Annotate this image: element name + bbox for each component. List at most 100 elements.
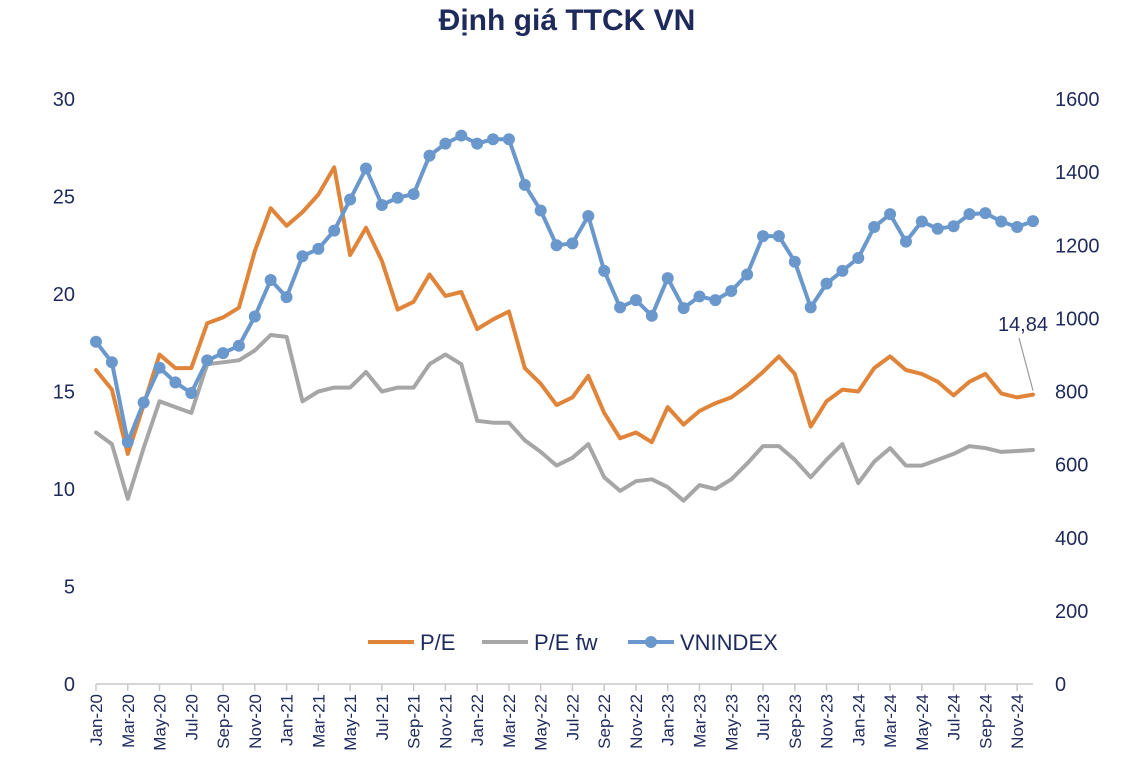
data-point [471,137,484,150]
y-right-tick-label: 1000 [1055,308,1100,330]
data-point [391,191,404,204]
data-point [375,199,388,212]
y-right-tick-label: 200 [1055,601,1088,623]
data-point [153,361,166,374]
data-point [582,210,595,222]
data-point [884,208,897,221]
x-tick-label: May-20 [151,694,170,751]
data-point [804,301,817,314]
legend-label: P/E fw [534,630,598,655]
x-tick-label: Nov-22 [627,694,646,749]
x-tick-label: Mar-21 [309,694,328,748]
y-right-tick-label: 600 [1055,455,1088,477]
data-point [328,224,341,237]
data-point [296,250,309,263]
legend-label: P/E [420,630,455,655]
data-point [741,268,754,281]
x-tick-label: Nov-23 [818,694,837,749]
data-point [868,220,881,233]
data-point [566,237,579,250]
legend: P/E P/E fw VNINDEX [368,630,778,655]
x-tick-label: May-22 [532,694,551,751]
x-tick-label: Jan-22 [468,694,487,746]
data-point [1027,215,1039,228]
y-right-tick-label: 800 [1055,382,1088,404]
x-tick-label: Jul-23 [754,694,773,740]
y-left-tick-label: 25 [53,187,75,209]
x-tick-label: Sep-23 [786,694,805,749]
series-line [94,165,1035,456]
data-point [677,302,690,315]
data-point [629,294,642,307]
x-tick-label: Jan-20 [87,694,106,746]
y-right-tick-label: 1600 [1055,89,1100,111]
x-tick-label: Nov-21 [436,694,455,749]
data-point [852,252,865,265]
y-left-tick-label: 0 [64,674,75,696]
data-point [280,291,293,304]
data-point [217,347,230,360]
data-point [201,354,214,367]
data-point [788,255,801,268]
data-point [836,264,849,277]
y-right-tick-label: 1400 [1055,162,1100,184]
chart-title: Định giá TTCK VN [439,4,696,37]
data-point [899,235,912,248]
y-left-tick-label: 15 [53,382,75,404]
x-tick-label: Jan-24 [849,694,868,746]
data-point [185,386,198,399]
series-vnindex [90,129,1039,448]
y-left-tick-label: 10 [53,479,75,501]
x-tick-label: Jul-22 [563,694,582,740]
annotation-leader [1018,337,1034,391]
data-point [709,294,722,307]
y-left-tick-label: 5 [64,577,75,599]
x-tick-label: Sep-22 [595,694,614,749]
x-tick-label: Jan-21 [278,694,297,746]
data-point [344,193,357,206]
data-point [725,284,738,297]
axes: 0 5 10 15 20 25 30 0 200 400 600 800 1000 1200 1400 160… [53,89,1100,751]
data-point [614,301,627,314]
x-tick-label: Mar-23 [690,694,709,748]
data-point [407,188,420,201]
data-point [693,290,706,303]
data-point [915,215,928,228]
x-tick-label: May-23 [722,694,741,751]
x-tick-label: Jul-24 [945,694,964,740]
data-point [264,273,277,286]
y-left-tick-label: 20 [53,284,75,306]
y-right-tick-label: 0 [1055,674,1066,696]
data-point [169,376,182,389]
data-point [487,133,500,146]
y-left-tick-label: 30 [53,89,75,111]
x-tick-label: Nov-20 [246,694,265,749]
data-point [359,162,372,175]
x-tick-label: Jul-20 [182,694,201,740]
series-line [94,133,1035,444]
data-point [312,242,325,255]
legend-item: P/E fw [482,630,598,655]
x-tick-label: Nov-24 [1008,694,1027,749]
data-point [455,129,468,142]
legend-item: VNINDEX [628,630,778,655]
data-point [502,133,515,146]
series-p-e [94,165,1035,456]
x-tick-label: Mar-20 [119,694,138,748]
data-point [518,178,531,191]
data-point [661,272,674,285]
data-point [121,435,134,448]
data-point [757,230,770,243]
annotations: 14,84 [998,314,1048,391]
data-point [820,277,833,290]
x-tick-label: Jan-23 [659,694,678,746]
y-right-tick-label: 400 [1055,528,1088,550]
x-tick-label: Sep-21 [405,694,424,749]
data-point [105,356,118,369]
data-point [90,335,102,348]
data-point [931,222,944,235]
data-point [550,239,563,252]
data-point [598,264,611,277]
data-point [963,208,976,221]
data-point [232,339,245,352]
